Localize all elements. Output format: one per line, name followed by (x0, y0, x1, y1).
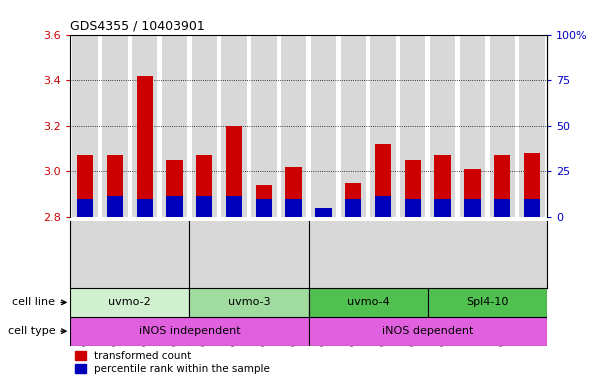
Bar (70, 317, 309, 346)
Bar (70, 288, 189, 317)
Bar (221, 35, 247, 217)
Bar (404, 199, 421, 217)
Bar (77, 156, 93, 217)
Bar (400, 35, 425, 217)
Bar (285, 167, 302, 217)
Bar (315, 208, 332, 217)
Bar (196, 156, 213, 217)
Bar (524, 199, 540, 217)
Bar (315, 208, 332, 217)
Bar (285, 199, 302, 217)
Bar (464, 199, 481, 217)
Bar (519, 35, 544, 217)
Bar (430, 35, 455, 217)
Bar (309, 317, 547, 346)
Bar (375, 197, 391, 217)
Text: uvmo-2: uvmo-2 (109, 297, 151, 308)
Bar (255, 185, 272, 217)
Legend: transformed count, percentile rank within the sample: transformed count, percentile rank withi… (76, 351, 270, 374)
Text: Spl4-10: Spl4-10 (466, 297, 508, 308)
Bar (251, 35, 277, 217)
Bar (524, 153, 540, 217)
Bar (345, 199, 362, 217)
Text: uvmo-4: uvmo-4 (347, 297, 389, 308)
Text: cell line: cell line (12, 297, 66, 308)
Bar (494, 156, 510, 217)
Bar (166, 160, 183, 217)
Bar (309, 288, 428, 317)
Bar (136, 199, 153, 217)
Bar (494, 199, 510, 217)
Bar (311, 35, 336, 217)
Bar (489, 35, 515, 217)
Text: iNOS dependent: iNOS dependent (382, 326, 474, 336)
Bar (434, 156, 451, 217)
Text: iNOS independent: iNOS independent (139, 326, 240, 336)
Bar (434, 199, 451, 217)
Bar (102, 35, 128, 217)
Bar (166, 197, 183, 217)
Bar (107, 197, 123, 217)
Bar (192, 35, 217, 217)
Text: cell type: cell type (8, 326, 66, 336)
Bar (189, 288, 309, 317)
Bar (281, 35, 306, 217)
Bar (73, 35, 98, 217)
Bar (162, 35, 187, 217)
Bar (428, 288, 547, 317)
Text: uvmo-3: uvmo-3 (228, 297, 270, 308)
Bar (464, 169, 481, 217)
Text: GDS4355 / 10403901: GDS4355 / 10403901 (70, 19, 205, 32)
Bar (404, 160, 421, 217)
Bar (370, 35, 396, 217)
Bar (340, 35, 366, 217)
Bar (375, 144, 391, 217)
Bar (459, 35, 485, 217)
Bar (345, 183, 362, 217)
Bar (196, 197, 213, 217)
Bar (255, 199, 272, 217)
Bar (77, 199, 93, 217)
Bar (132, 35, 158, 217)
Bar (226, 197, 243, 217)
Bar (107, 156, 123, 217)
Bar (226, 126, 243, 217)
Bar (136, 76, 153, 217)
